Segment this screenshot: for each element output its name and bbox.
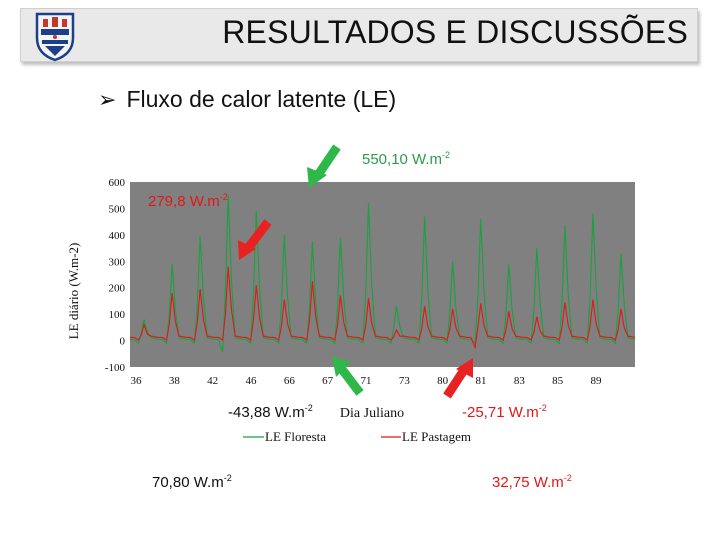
y-tick-label: -100 <box>105 362 126 374</box>
y-tick-label: 300 <box>109 256 126 268</box>
annotation-exponent: -2 <box>442 150 451 160</box>
x-tick-label: 66 <box>284 375 296 387</box>
x-tick-label: 36 <box>131 375 143 387</box>
annotation-forest-max: 550,10 W.m-2 <box>362 150 450 168</box>
series-line-pasture <box>130 266 636 350</box>
annotation-value: 550,10 W.m <box>362 151 443 168</box>
title-bar <box>20 8 698 62</box>
green-arrow-icon <box>332 357 364 396</box>
annotation-exponent: -2 <box>223 473 232 483</box>
x-tick-label: 42 <box>207 375 218 387</box>
y-tick-label: 100 <box>109 309 126 321</box>
university-crest-logo <box>35 12 75 62</box>
y-tick-label: 0 <box>120 336 126 348</box>
annotation-forest-min: -43,88 W.m-2 <box>228 403 313 421</box>
annotation-exponent: -2 <box>563 473 572 483</box>
annotation-value: 32,75 W.m <box>492 474 564 491</box>
annotation-exponent: -2 <box>538 403 547 413</box>
green-arrow-icon <box>307 144 341 188</box>
legend-label-pasture: LE Pastagem <box>402 429 471 444</box>
plot-area <box>130 182 635 367</box>
y-tick-label: 500 <box>109 203 126 215</box>
annotation-pasture-max: 279,8 W.m-2 <box>148 192 228 210</box>
series-layer <box>130 195 636 353</box>
annotation-value: -25,71 W.m <box>462 404 539 421</box>
y-tick-label: 400 <box>109 230 126 242</box>
annotation-pasture-mean: 32,75 W.m-2 <box>492 473 572 491</box>
annotation-pasture-min: -25,71 W.m-2 <box>462 403 547 421</box>
bullet-item: ➢ Fluxo de calor latente (LE) <box>98 86 396 113</box>
x-tick-label: 73 <box>399 375 411 387</box>
annotation-forest-mean: 70,80 W.m-2 <box>152 473 232 491</box>
y-tick-label: 200 <box>109 283 126 295</box>
x-tick-label: 80 <box>437 375 449 387</box>
x-tick-label: 83 <box>514 375 526 387</box>
y-axis: -100 0 100 200 300 400 500 600 <box>105 177 126 374</box>
annotation-value: 70,80 W.m <box>152 474 224 491</box>
y-tick-label: 600 <box>109 177 126 189</box>
annotation-exponent: -2 <box>304 403 313 413</box>
y-axis-label: LE diário (W.m-2) <box>66 243 81 340</box>
x-tick-label: 81 <box>476 375 487 387</box>
x-tick-label: 85 <box>552 375 564 387</box>
series-line-forest <box>130 195 636 353</box>
x-tick-label: 67 <box>322 375 334 387</box>
red-arrow-icon <box>443 358 473 399</box>
annotation-value: 279,8 W.m <box>148 193 220 210</box>
arrow-bullet-icon: ➢ <box>98 87 117 112</box>
annotation-exponent: -2 <box>219 192 228 202</box>
annotation-value: -43,88 W.m <box>228 404 305 421</box>
x-axis: 36 38 42 46 66 67 71 73 80 81 83 85 89 <box>131 375 603 387</box>
x-tick-label: 71 <box>361 375 372 387</box>
red-arrow-icon <box>238 219 272 260</box>
page-title: RESULTADOS E DISCUSSÕES <box>222 14 688 50</box>
x-axis-label: Dia Juliano <box>340 406 404 421</box>
bullet-text: Fluxo de calor latente (LE) <box>126 86 397 112</box>
legend-label-forest: LE Floresta <box>265 429 326 444</box>
x-tick-label: 38 <box>169 375 181 387</box>
x-tick-label: 89 <box>591 375 603 387</box>
x-tick-label: 46 <box>246 375 258 387</box>
